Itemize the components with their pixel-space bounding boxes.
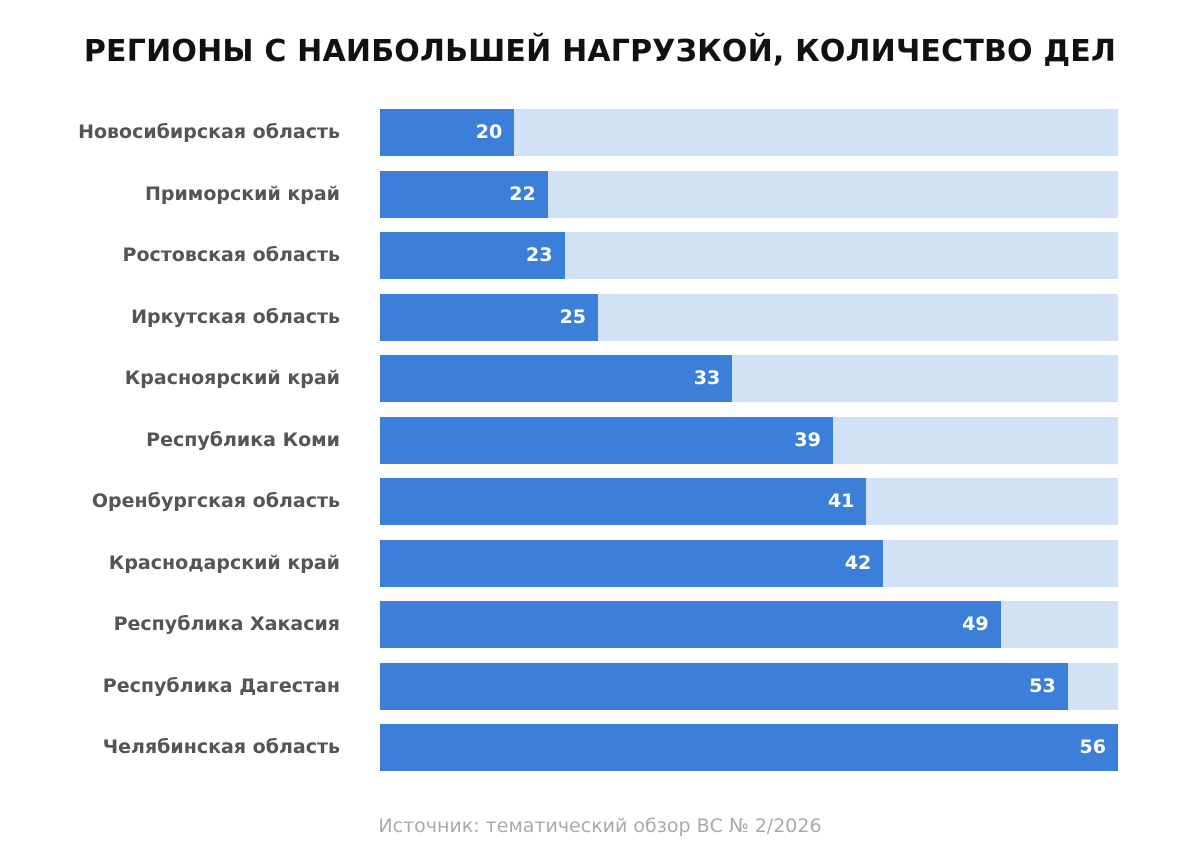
category-label: Краснодарский край xyxy=(108,551,340,574)
bar: 41 xyxy=(380,478,867,525)
value-label: 56 xyxy=(1079,736,1106,758)
bar: 49 xyxy=(380,601,1001,648)
value-label: 33 xyxy=(693,367,721,389)
category-label: Ростовская область xyxy=(122,244,340,266)
value-label: 23 xyxy=(526,244,553,266)
bar: 25 xyxy=(380,293,599,341)
bar-track: 23 xyxy=(380,232,1118,279)
bar-track: 56 xyxy=(380,724,1118,771)
category-label: Республика Хакасия xyxy=(113,613,340,635)
bar: 33 xyxy=(380,355,733,402)
value-label: 53 xyxy=(1029,674,1056,697)
bar-track: 20 xyxy=(380,109,1118,156)
bar-row: Ростовская область 23 xyxy=(0,232,1200,279)
bar: 42 xyxy=(380,539,884,587)
source-note: Источник: тематический обзор ВС № 2/2026 xyxy=(378,815,822,837)
bar-row: Новосибирская область 20 xyxy=(0,109,1200,156)
bar-track: 25 xyxy=(380,293,1118,341)
bar: 53 xyxy=(380,662,1068,710)
bar-row: Оренбургская область 41 xyxy=(0,478,1200,525)
bar: 39 xyxy=(380,416,833,464)
bar: 22 xyxy=(380,170,548,218)
bar-track: 41 xyxy=(380,478,1118,525)
value-label: 41 xyxy=(827,490,855,512)
value-label: 25 xyxy=(559,305,587,328)
bar-track: 33 xyxy=(380,355,1118,402)
value-label: 20 xyxy=(475,121,503,143)
bar-track: 53 xyxy=(380,662,1118,710)
category-label: Челябинская область xyxy=(102,736,340,758)
category-label: Приморский край xyxy=(144,182,340,205)
category-label: Республика Коми xyxy=(146,428,340,451)
chart-title: РЕГИОНЫ С НАИБОЛЬШЕЙ НАГРУЗКОЙ, КОЛИЧЕСТ… xyxy=(83,34,1117,69)
bar-row: Приморский край 22 xyxy=(0,170,1200,218)
bar: 56 xyxy=(380,724,1118,771)
category-label: Республика Дагестан xyxy=(102,674,340,697)
bar-track: 22 xyxy=(380,170,1118,218)
bar-row: Краснодарский край 42 xyxy=(0,539,1200,587)
category-label: Иркутская область xyxy=(131,305,340,328)
bar-track: 49 xyxy=(380,601,1118,648)
value-label: 49 xyxy=(962,613,989,635)
bar-row: Красноярский край 33 xyxy=(0,355,1200,402)
bar: 23 xyxy=(380,232,565,279)
category-label: Новосибирская область xyxy=(78,121,340,143)
bar-track: 39 xyxy=(380,416,1118,464)
bar-row: Республика Коми 39 xyxy=(0,416,1200,464)
category-label: Оренбургская область xyxy=(91,490,340,512)
bar: 20 xyxy=(380,109,515,156)
bar-row: Республика Хакасия 49 xyxy=(0,601,1200,648)
bar-track: 42 xyxy=(380,539,1118,587)
bar-row: Челябинская область 56 xyxy=(0,724,1200,771)
bar-row: Иркутская область 25 xyxy=(0,293,1200,341)
value-label: 42 xyxy=(844,551,872,574)
category-label: Красноярский край xyxy=(124,367,340,389)
value-label: 39 xyxy=(794,428,821,451)
bar-row: Республика Дагестан 53 xyxy=(0,662,1200,710)
value-label: 22 xyxy=(509,182,536,205)
